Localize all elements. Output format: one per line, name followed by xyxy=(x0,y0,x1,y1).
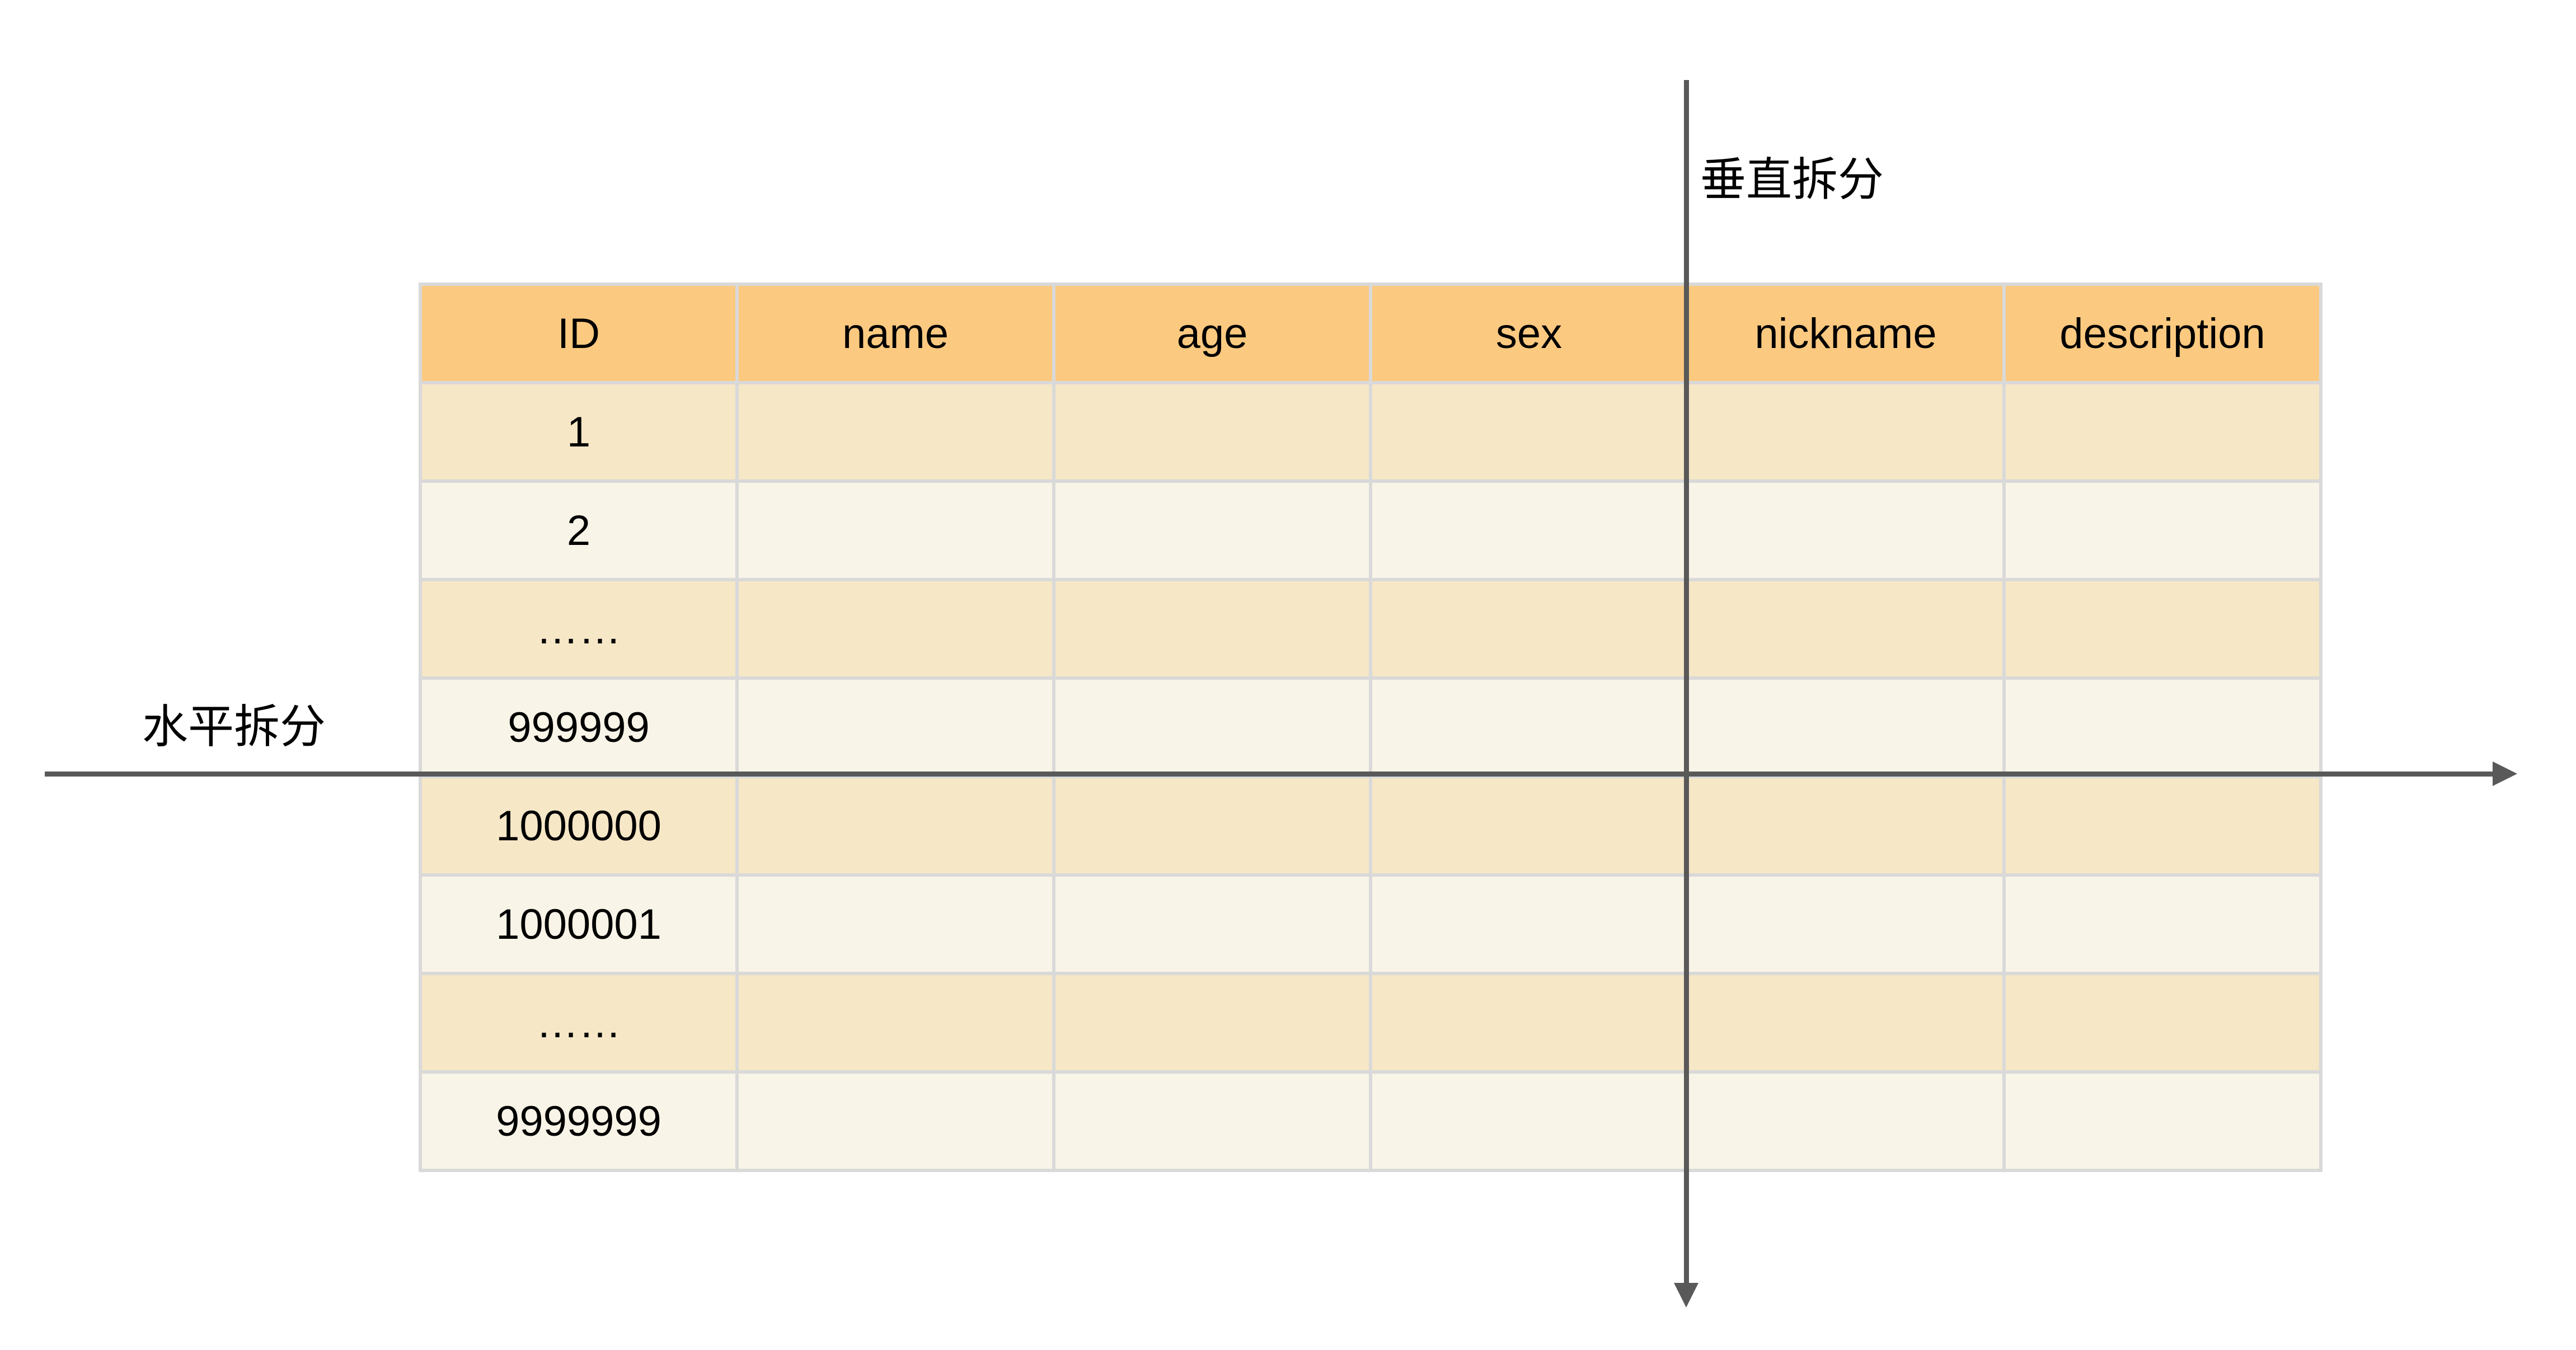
arrow-right-icon xyxy=(2493,761,2517,786)
arrow-down-icon xyxy=(1674,1283,1698,1307)
column-header-nickname: nickname xyxy=(1686,283,2006,384)
cell-empty xyxy=(1686,775,2006,877)
table-row: 1000000 xyxy=(419,775,2322,877)
table-row: …… xyxy=(419,578,2322,680)
cell-id: 999999 xyxy=(419,676,739,778)
cell-empty xyxy=(1686,873,2006,975)
table-row: 1 xyxy=(419,381,2322,483)
table-row: …… xyxy=(419,972,2322,1074)
cell-empty xyxy=(1686,972,2006,1074)
horizontal-split-arrow-line xyxy=(45,772,2493,777)
cell-empty xyxy=(735,381,1055,483)
table-row: 9999999 xyxy=(419,1070,2322,1172)
cell-empty xyxy=(1052,676,1372,778)
table-row: 1000001 xyxy=(419,873,2322,975)
cell-empty xyxy=(1369,775,1689,877)
cell-empty xyxy=(2002,381,2322,483)
cell-empty xyxy=(1369,873,1689,975)
cell-empty xyxy=(1369,1070,1689,1172)
cell-empty xyxy=(2002,479,2322,581)
cell-empty xyxy=(1686,479,2006,581)
cell-empty xyxy=(2002,578,2322,680)
cell-empty xyxy=(2002,972,2322,1074)
cell-empty xyxy=(1369,676,1689,778)
cell-empty xyxy=(2002,1070,2322,1172)
cell-id: 1 xyxy=(419,381,739,483)
cell-empty xyxy=(1052,1070,1372,1172)
cell-empty xyxy=(735,972,1055,1074)
cell-id: 2 xyxy=(419,479,739,581)
cell-id: …… xyxy=(419,972,739,1074)
cell-empty xyxy=(1369,479,1689,581)
cell-empty xyxy=(1686,381,2006,483)
column-header-name: name xyxy=(735,283,1055,384)
cell-empty xyxy=(1686,578,2006,680)
user-table: ID name age sex nickname description 1 2 xyxy=(419,283,2322,1172)
cell-empty xyxy=(1369,972,1689,1074)
table-row: 2 xyxy=(419,479,2322,581)
column-header-id: ID xyxy=(419,283,739,384)
cell-empty xyxy=(1052,479,1372,581)
cell-empty xyxy=(1686,1070,2006,1172)
cell-id: 1000000 xyxy=(419,775,739,877)
cell-empty xyxy=(1052,381,1372,483)
vertical-split-arrow-line xyxy=(1684,80,1689,1284)
cell-empty xyxy=(2002,775,2322,877)
cell-empty xyxy=(1369,381,1689,483)
column-header-sex: sex xyxy=(1369,283,1689,384)
cell-empty xyxy=(1369,578,1689,680)
column-header-age: age xyxy=(1052,283,1372,384)
cell-empty xyxy=(2002,873,2322,975)
cell-empty xyxy=(735,1070,1055,1172)
cell-empty xyxy=(2002,676,2322,778)
cell-id: …… xyxy=(419,578,739,680)
cell-empty xyxy=(735,578,1055,680)
table-header-row: ID name age sex nickname description xyxy=(419,283,2322,384)
cell-empty xyxy=(1052,972,1372,1074)
cell-empty xyxy=(735,775,1055,877)
cell-empty xyxy=(1052,578,1372,680)
cell-id: 9999999 xyxy=(419,1070,739,1172)
cell-empty xyxy=(735,676,1055,778)
table-row: 999999 xyxy=(419,676,2322,778)
cell-empty xyxy=(1052,775,1372,877)
cell-empty xyxy=(735,479,1055,581)
cell-empty xyxy=(1052,873,1372,975)
vertical-split-label: 垂直拆分 xyxy=(1700,154,1884,205)
cell-empty xyxy=(1686,676,2006,778)
cell-empty xyxy=(735,873,1055,975)
horizontal-split-label: 水平拆分 xyxy=(142,702,326,752)
cell-id: 1000001 xyxy=(419,873,739,975)
column-header-description: description xyxy=(2002,283,2322,384)
